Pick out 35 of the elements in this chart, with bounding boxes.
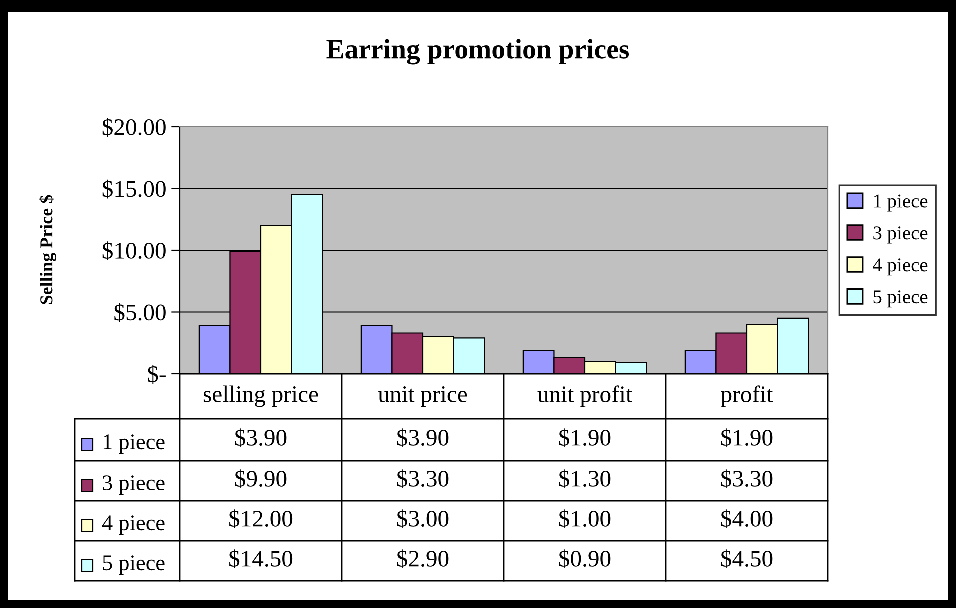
text: 1 piece bbox=[874, 194, 928, 212]
y-tick-label: $5.00 bbox=[114, 303, 166, 322]
data-label: $3.90 bbox=[397, 428, 449, 448]
text: 3 piece bbox=[874, 226, 928, 244]
legend-label: 5 piece bbox=[874, 290, 928, 308]
y-tick-label: $- bbox=[148, 365, 166, 384]
data-label: $1.90 bbox=[559, 428, 611, 448]
data-label: $3.30 bbox=[721, 470, 773, 488]
legend-label: 3 piece bbox=[103, 476, 165, 496]
data-label: $9.90 bbox=[235, 470, 287, 488]
data-label: $4.00 bbox=[721, 510, 773, 528]
data-label: $1.00 bbox=[559, 510, 611, 528]
data-label: $3.90 bbox=[235, 428, 287, 448]
data-label: $12.00 bbox=[230, 510, 293, 528]
data-label: $3.00 bbox=[397, 510, 449, 528]
data-label: $4.50 bbox=[721, 550, 773, 568]
legend-label: 1 piece bbox=[104, 434, 165, 454]
y-axis-title: Selling Price $ bbox=[39, 195, 57, 304]
data-label: $14.50 bbox=[230, 550, 293, 568]
data-label: $2.90 bbox=[397, 550, 449, 568]
data-label: $3.30 bbox=[397, 470, 449, 488]
y-tick-label: $15.00 bbox=[102, 180, 166, 199]
chart-title: Earring promotion prices bbox=[326, 39, 630, 65]
x-tick-label: unit profit bbox=[538, 386, 632, 408]
data-label: $0.90 bbox=[559, 550, 611, 568]
x-tick-label: unit price bbox=[378, 386, 468, 408]
legend-label: 4 piece bbox=[873, 258, 928, 276]
data-label: $1.30 bbox=[559, 470, 611, 488]
y-tick-label: $20.00 bbox=[102, 118, 166, 137]
data-label: $1.90 bbox=[721, 428, 773, 448]
y-tick-label: $10.00 bbox=[102, 242, 166, 260]
x-tick-label: profit bbox=[721, 386, 774, 408]
text: 5 piece bbox=[103, 556, 165, 576]
text: 4 piece bbox=[102, 516, 165, 536]
x-tick-label: selling price bbox=[204, 386, 318, 408]
